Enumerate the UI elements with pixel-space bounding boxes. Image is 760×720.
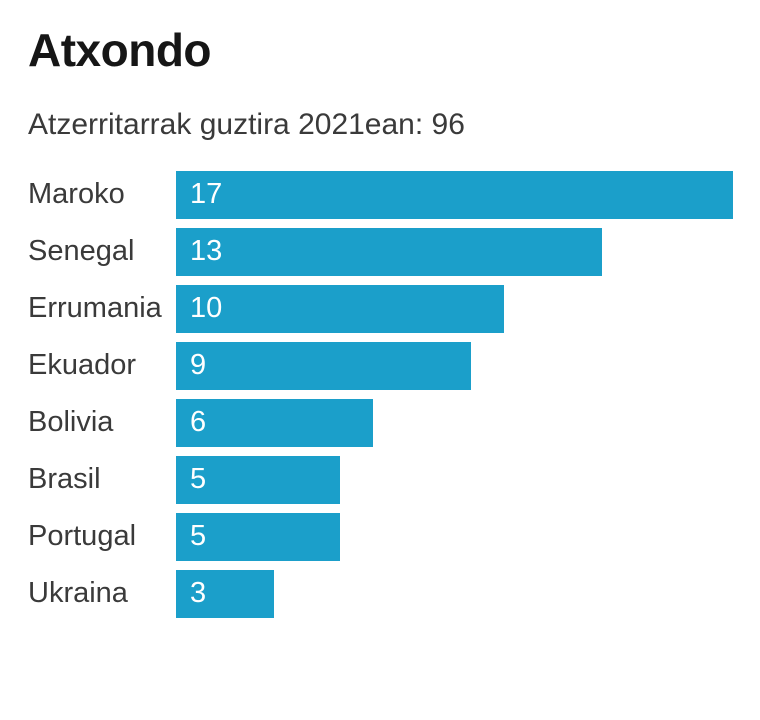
bar: 3 <box>176 569 275 618</box>
bar: 9 <box>176 341 471 390</box>
bar-track: 9 <box>176 341 733 390</box>
bar: 13 <box>176 227 602 276</box>
bar-track: 6 <box>176 398 733 447</box>
bar-rows: Maroko 17 Senegal 13 Errumania 10 Ekuador 9 Boli… <box>28 170 733 618</box>
bar-category-label: Brasil <box>28 463 101 496</box>
bar: 6 <box>176 398 373 447</box>
bar: 5 <box>176 512 340 561</box>
page-title: Atxondo <box>28 24 212 76</box>
bar-value-label: 17 <box>190 178 223 211</box>
bar-track: 10 <box>176 284 733 333</box>
bar-track: 17 <box>176 170 733 219</box>
bar-value-label: 6 <box>190 406 207 439</box>
bar-value-label: 13 <box>190 235 223 268</box>
bar-value-label: 9 <box>190 349 207 382</box>
bar-row: Ekuador 9 <box>28 341 733 390</box>
bar-value-label: 5 <box>190 520 207 553</box>
bar-value-label: 3 <box>190 577 207 610</box>
bar-category-label: Maroko <box>28 178 125 211</box>
bar-row: Brasil 5 <box>28 455 733 504</box>
bar-value-label: 5 <box>190 463 207 496</box>
bar: 10 <box>176 284 504 333</box>
chart-subtitle: Atzerritarrak guztira 2021ean: 96 <box>28 108 465 142</box>
bar: 17 <box>176 170 733 219</box>
bar-track: 3 <box>176 569 733 618</box>
bar-track: 5 <box>176 455 733 504</box>
bar-row: Senegal 13 <box>28 227 733 276</box>
bar-category-label: Bolivia <box>28 406 114 439</box>
bar-row: Portugal 5 <box>28 512 733 561</box>
bar-category-label: Senegal <box>28 235 135 268</box>
bar-track: 5 <box>176 512 733 561</box>
bar-value-label: 10 <box>190 292 223 325</box>
horizontal-bar-chart: Maroko 17 Senegal 13 Errumania 10 Ekuador 9 Boli… <box>28 170 733 618</box>
bar-category-label: Errumania <box>28 292 162 325</box>
bar-category-label: Portugal <box>28 520 137 553</box>
bar-category-label: Ekuador <box>28 349 137 382</box>
bar: 5 <box>176 455 340 504</box>
bar-row: Maroko 17 <box>28 170 733 219</box>
bar-track: 13 <box>176 227 733 276</box>
bar-row: Bolivia 6 <box>28 398 733 447</box>
bar-category-label: Ukraina <box>28 577 128 610</box>
bar-row: Ukraina 3 <box>28 569 733 618</box>
bar-row: Errumania 10 <box>28 284 733 333</box>
